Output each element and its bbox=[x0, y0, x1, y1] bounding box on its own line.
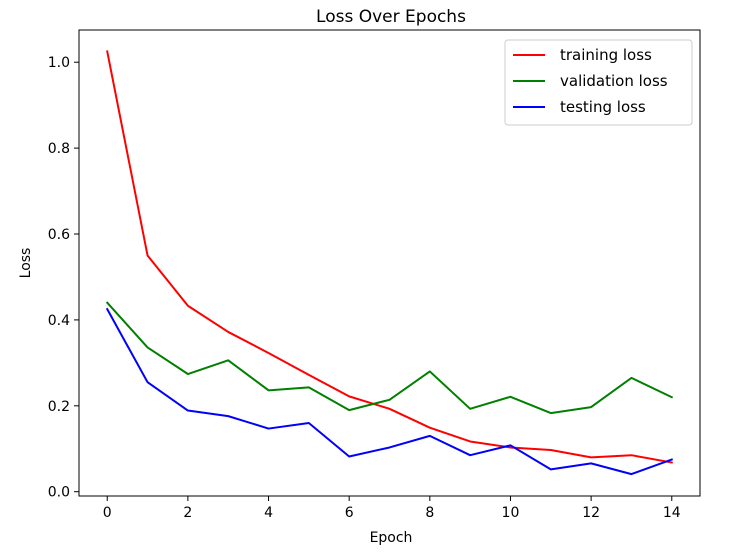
x-tick-label: 2 bbox=[183, 505, 192, 521]
x-tick-label: 4 bbox=[264, 505, 273, 521]
series-line-training-loss bbox=[106, 50, 673, 464]
chart-title: Loss Over Epochs bbox=[316, 7, 466, 27]
y-tick-label: 0.0 bbox=[48, 485, 70, 501]
plot-frame bbox=[78, 29, 701, 497]
x-tick-label: 14 bbox=[663, 505, 681, 521]
series-line-testing-loss bbox=[105, 307, 674, 476]
x-tick-label: 6 bbox=[345, 505, 354, 521]
x-axis-label: Epoch bbox=[370, 530, 413, 546]
series-line-validation-loss bbox=[105, 301, 674, 415]
y-tick-label: 0.6 bbox=[48, 227, 70, 243]
plot-area bbox=[105, 50, 674, 476]
x-tick-label: 12 bbox=[582, 505, 600, 521]
y-axis: 0.0 0.2 0.4 0.6 0.8 1.0 bbox=[48, 55, 79, 501]
y-tick-label: 0.4 bbox=[48, 313, 70, 329]
y-tick-label: 0.8 bbox=[48, 141, 70, 157]
legend-label-testing-loss: testing loss bbox=[560, 98, 646, 116]
legend-box bbox=[504, 39, 693, 126]
y-tick-label: 1.0 bbox=[48, 55, 70, 71]
legend-label-training-loss: training loss bbox=[560, 46, 652, 64]
x-tick-label: 0 bbox=[103, 505, 112, 521]
legend: training loss validation loss testing loss bbox=[504, 39, 693, 126]
x-axis: 0 2 4 6 8 10 12 14 bbox=[103, 496, 681, 521]
x-tick-label: 8 bbox=[425, 505, 434, 521]
y-tick-label: 0.2 bbox=[48, 399, 70, 415]
y-axis-label: Loss bbox=[18, 248, 34, 279]
legend-label-validation-loss: validation loss bbox=[560, 72, 668, 90]
x-tick-label: 10 bbox=[502, 505, 520, 521]
